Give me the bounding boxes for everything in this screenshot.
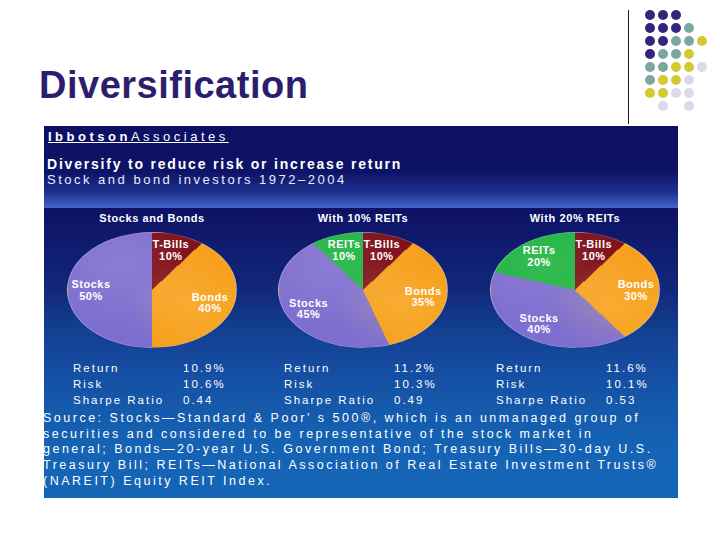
pie-slice-label: Bonds30% [618, 279, 655, 302]
decoration-dot [658, 23, 668, 33]
decoration-dot [684, 75, 694, 85]
stat-value: 0.53 [606, 394, 636, 406]
source-note: Source: Stocks—Standard & Poor' s 500®, … [43, 411, 677, 490]
decoration-dot [658, 88, 668, 98]
source-line: Source: Stocks—Standard & Poor' s 500®, … [43, 411, 677, 427]
decoration-dot [645, 10, 655, 20]
decoration-dot [645, 49, 655, 59]
stat-label: Sharpe Ratio [496, 392, 606, 408]
pie-slice-label: Stocks50% [71, 279, 110, 302]
decoration-dot [671, 36, 681, 46]
stat-row: Return11.6% [496, 360, 711, 376]
decoration-dot [645, 75, 655, 85]
pie-title: With 10% REITs [273, 212, 453, 224]
pie-slice-label: T-Bills10% [576, 239, 613, 262]
decoration-dot [645, 62, 655, 72]
ibbotson-logo-rest: Associates [131, 129, 229, 144]
stat-label: Risk [73, 376, 183, 392]
chart-header: IbbotsonAssociates Diversify to reduce r… [44, 126, 678, 208]
decoration-dot [684, 36, 694, 46]
stat-row: Risk10.1% [496, 376, 711, 392]
decoration-dot [645, 23, 655, 33]
stat-row: Sharpe Ratio0.53 [496, 392, 711, 408]
source-line: general; Bonds—20-year U.S. Government B… [43, 442, 677, 458]
decoration-dot [658, 62, 668, 72]
chart-heading: Diversify to reduce risk or increase ret… [47, 156, 402, 172]
stat-label: Sharpe Ratio [73, 392, 183, 408]
decoration-dot [658, 75, 668, 85]
stats-column: Return11.6%Risk10.1%Sharpe Ratio0.53 [496, 360, 711, 408]
stat-label: Return [284, 360, 394, 376]
slide: Diversification IbbotsonAssociates Diver… [0, 0, 720, 540]
decoration-dot [684, 88, 694, 98]
pie-slice-label: REITs10% [328, 239, 361, 262]
stats-column: Return11.2%Risk10.3%Sharpe Ratio0.49 [284, 360, 499, 408]
decoration-dot [645, 36, 655, 46]
pie-title: Stocks and Bonds [62, 212, 242, 224]
source-line: securities and considered to be represen… [43, 427, 677, 443]
stat-value: 10.1% [606, 378, 649, 390]
stat-label: Sharpe Ratio [284, 392, 394, 408]
stat-row: Return11.2% [284, 360, 499, 376]
stat-row: Sharpe Ratio0.44 [73, 392, 288, 408]
stat-label: Return [73, 360, 183, 376]
source-line: Treasury Bill; REITs—National Associatio… [43, 458, 677, 474]
source-line: (NAREIT) Equity REIT Index. [43, 474, 677, 490]
decoration-dot [658, 36, 668, 46]
decoration-dot [645, 88, 655, 98]
stat-value: 11.6% [606, 362, 648, 374]
decoration-dot [658, 49, 668, 59]
ibbotson-chart-image: IbbotsonAssociates Diversify to reduce r… [44, 126, 678, 498]
stat-value: 0.49 [394, 394, 424, 406]
stat-value: 11.2% [394, 362, 436, 374]
stat-row: Risk10.3% [284, 376, 499, 392]
stat-label: Return [496, 360, 606, 376]
decoration-dot [684, 49, 694, 59]
decoration-dot [684, 23, 694, 33]
decoration-dot [658, 101, 668, 111]
ibbotson-logo: IbbotsonAssociates [48, 129, 229, 144]
stat-value: 10.3% [394, 378, 437, 390]
stat-label: Risk [284, 376, 394, 392]
decoration-dot [684, 101, 694, 111]
pie-slice-label: REITs20% [523, 245, 556, 268]
decoration-dot [684, 62, 694, 72]
decoration-vertical-line [628, 10, 629, 124]
pie-slice-label: Bonds35% [405, 285, 442, 308]
slide-title: Diversification [39, 64, 308, 107]
decoration-dot [671, 62, 681, 72]
pie-slice-label: T-Bills10% [364, 239, 401, 262]
decoration-dot [671, 75, 681, 85]
pie-slice-label: Stocks45% [289, 297, 328, 320]
stat-value: 10.6% [183, 378, 226, 390]
stat-label: Risk [496, 376, 606, 392]
decoration-dot [671, 10, 681, 20]
stat-row: Risk10.6% [73, 376, 288, 392]
stat-row: Sharpe Ratio0.49 [284, 392, 499, 408]
chart-subheading: Stock and bond investors 1972–2004 [47, 172, 347, 187]
decoration-dot [697, 62, 707, 72]
decoration-dot [671, 88, 681, 98]
ibbotson-logo-bold: Ibbotson [48, 129, 131, 144]
stat-row: Return10.9% [73, 360, 288, 376]
decoration-dot [697, 36, 707, 46]
pie-slice-label: T-Bills10% [153, 239, 190, 262]
pie-slice-label: Bonds40% [192, 291, 229, 314]
decoration-dot [658, 10, 668, 20]
decoration-dot [671, 23, 681, 33]
stats-column: Return10.9%Risk10.6%Sharpe Ratio0.44 [73, 360, 288, 408]
decoration-dot [671, 49, 681, 59]
stat-value: 0.44 [183, 394, 213, 406]
chart-body: Source: Stocks—Standard & Poor' s 500®, … [44, 208, 678, 498]
pie-title: With 20% REITs [485, 212, 665, 224]
pie-slice-label: Stocks40% [520, 312, 559, 335]
stat-value: 10.9% [183, 362, 226, 374]
